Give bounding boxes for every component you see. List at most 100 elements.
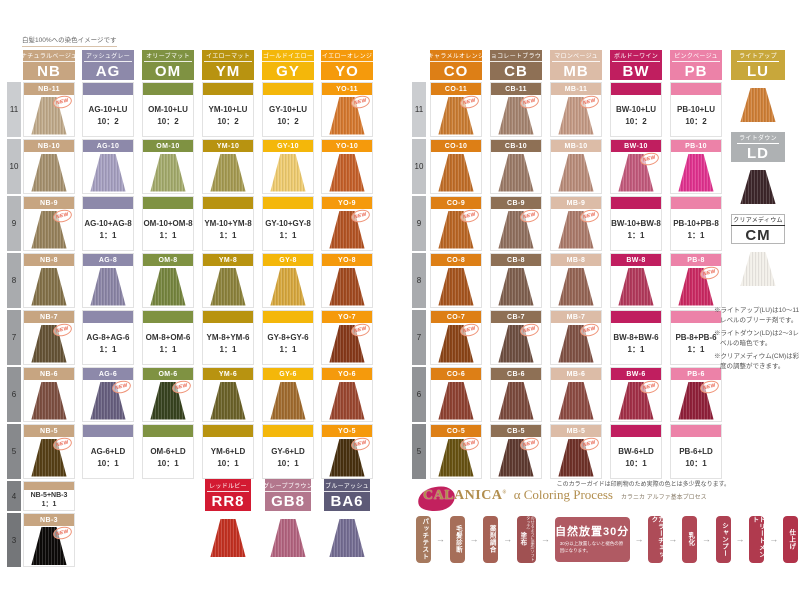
hair-swatch <box>270 519 306 557</box>
mix-formula: GY-10+LU <box>268 104 307 114</box>
process-step-label: 毛髪診断 <box>454 525 462 553</box>
column-header-YO: イエローオレンジ YO <box>319 50 375 80</box>
code-bar: CO-10 <box>431 140 481 152</box>
mix-cell-PB-6+LD: PB-6+LD 10：1 <box>670 424 722 479</box>
cell-body: AG-10+LU 10：2 <box>83 95 133 136</box>
swatch-cell-NB-9: NB-9 NEW <box>23 196 75 251</box>
code-bar: BW-8 <box>611 254 661 266</box>
hair-swatch <box>90 267 126 306</box>
swatch-cell-MB-11: MB-11 NEW <box>550 82 602 137</box>
row-number-11: 11 <box>412 82 426 137</box>
code-bar <box>203 425 253 437</box>
hair-swatch <box>329 267 365 306</box>
process-step-1: パッチテスト <box>416 515 431 563</box>
arrow-icon: → <box>435 533 445 544</box>
code-bar: AG-8 <box>83 254 133 266</box>
row-number-8: 8 <box>412 253 426 308</box>
cell-body <box>611 266 661 307</box>
cell-body: AG-8+AG-6 1：1 <box>83 323 133 364</box>
code-bar <box>263 425 313 437</box>
process-step-label: 乳化 <box>686 532 694 546</box>
usage-note: 白髪100%への染色イメージです <box>22 34 117 47</box>
cell-body: BW-10+LU 10：2 <box>611 95 661 136</box>
row-number-7: 7 <box>7 310 21 365</box>
hair-swatch <box>678 153 714 192</box>
swatch-cell-YO-9: YO-9 NEW <box>321 196 373 251</box>
code-bar: CO-11 <box>431 83 481 95</box>
cell-body: NEW <box>431 207 481 250</box>
process-step-4: 塗布 のせるように塗布(ソフトタッチ) <box>517 515 537 563</box>
column-code: OM <box>154 63 182 80</box>
mix-cell-YM-6+LD: YM-6+LD 10：1 <box>202 424 254 479</box>
column-header-GB8: グレープブラウン GB8 <box>260 479 316 511</box>
code-bar <box>83 311 133 323</box>
code-bar: CO-9 <box>431 197 481 209</box>
code-bar: CO-7 <box>431 311 481 323</box>
column-kana: ゴールドイエロー <box>260 51 316 62</box>
swatch-cell-YO-5: YO-5 NEW <box>321 424 373 479</box>
cell-body: NEW <box>551 93 601 136</box>
process-step-5: 自然放置30分 30分以上放置しないと褪色の原因になります。 <box>554 516 630 562</box>
code-bar: YO-8 <box>322 254 372 266</box>
mix-ratio: 1：1 <box>41 501 57 508</box>
hair-swatch <box>618 267 654 306</box>
cell-body <box>263 152 313 193</box>
row-number-11: 11 <box>7 82 21 137</box>
column-kana: ライトアップ <box>737 51 779 62</box>
swatch-cell-AG-10: AG-10 <box>82 139 134 194</box>
swatch-cell-YO-11: YO-11 NEW <box>321 82 373 137</box>
mix-formula: GY-10+GY-8 <box>265 218 311 228</box>
cell-body <box>491 380 541 421</box>
hair-swatch <box>498 381 534 420</box>
arrow-icon: → <box>735 533 745 544</box>
code-bar <box>143 83 193 95</box>
cell-body: NEW <box>24 93 74 136</box>
mix-ratio: 1：1 <box>99 230 117 240</box>
column-header-PB: ピンクベージュ PB <box>670 50 722 80</box>
swatch-cell-OM-6: OM-6 NEW <box>142 367 194 422</box>
code-bar: YO-6 <box>322 368 372 380</box>
process-subtitle: カラニカ アルファ基本プロセス <box>620 495 707 501</box>
process-step-6: カラーチェック <box>648 515 664 563</box>
cell-body: NEW <box>24 524 74 566</box>
cell-body: OM-10+OM-8 1：1 <box>143 209 193 250</box>
mix-ratio: 10：2 <box>217 116 239 126</box>
swatch-cell-CO-5: CO-5 NEW <box>430 424 482 479</box>
column-header-NB: ナチュラルベージュ NB <box>18 50 80 80</box>
column-code: YM <box>215 63 241 80</box>
swatch-cell-CB-11: CB-11 NEW <box>490 82 542 137</box>
code-bar: CO-5 <box>431 425 481 437</box>
mix-ratio: 10：1 <box>685 458 707 468</box>
code-bar: CO-6 <box>431 368 481 380</box>
column-code: RR8 <box>211 493 245 510</box>
mix-formula: BW-10+LU <box>615 104 657 114</box>
swatch-cell-GY-8: GY-8 <box>262 253 314 308</box>
code-bar: BW-10 <box>611 140 661 152</box>
hair-swatch <box>210 267 246 306</box>
process-step-3: 薬剤調合 <box>483 515 499 563</box>
code-bar <box>671 197 721 209</box>
cell-body: NEW <box>491 435 541 478</box>
cell-body: GY-10+GY-8 1：1 <box>263 209 313 250</box>
code-bar: NB-8 <box>24 254 74 266</box>
code-bar: CB-7 <box>491 311 541 323</box>
cell-body: NEW <box>431 321 481 364</box>
mix-cell-AG-8+AG-6: AG-8+AG-6 1：1 <box>82 310 134 365</box>
code-bar: NB-7 <box>24 311 74 323</box>
column-code: PB <box>684 63 708 80</box>
code-bar <box>611 197 661 209</box>
code-bar: PB-10 <box>671 140 721 152</box>
mix-cell-GY-10+GY-8: GY-10+GY-8 1：1 <box>262 196 314 251</box>
mix-ratio: 10：1 <box>277 458 299 468</box>
process-step-label: 仕上げ <box>787 528 795 550</box>
hair-swatch <box>31 267 67 306</box>
hair-swatch <box>498 153 534 192</box>
column-code: LU <box>747 63 769 80</box>
cell-body: NEW <box>431 435 481 478</box>
cell-body: BW-6+LD 10：1 <box>611 437 661 478</box>
column-kana: イエローオレンジ <box>319 51 375 62</box>
code-bar: OM-10 <box>143 140 193 152</box>
column-kana: キャラメルオレンジ <box>425 51 487 62</box>
row-number-6: 6 <box>412 367 426 422</box>
